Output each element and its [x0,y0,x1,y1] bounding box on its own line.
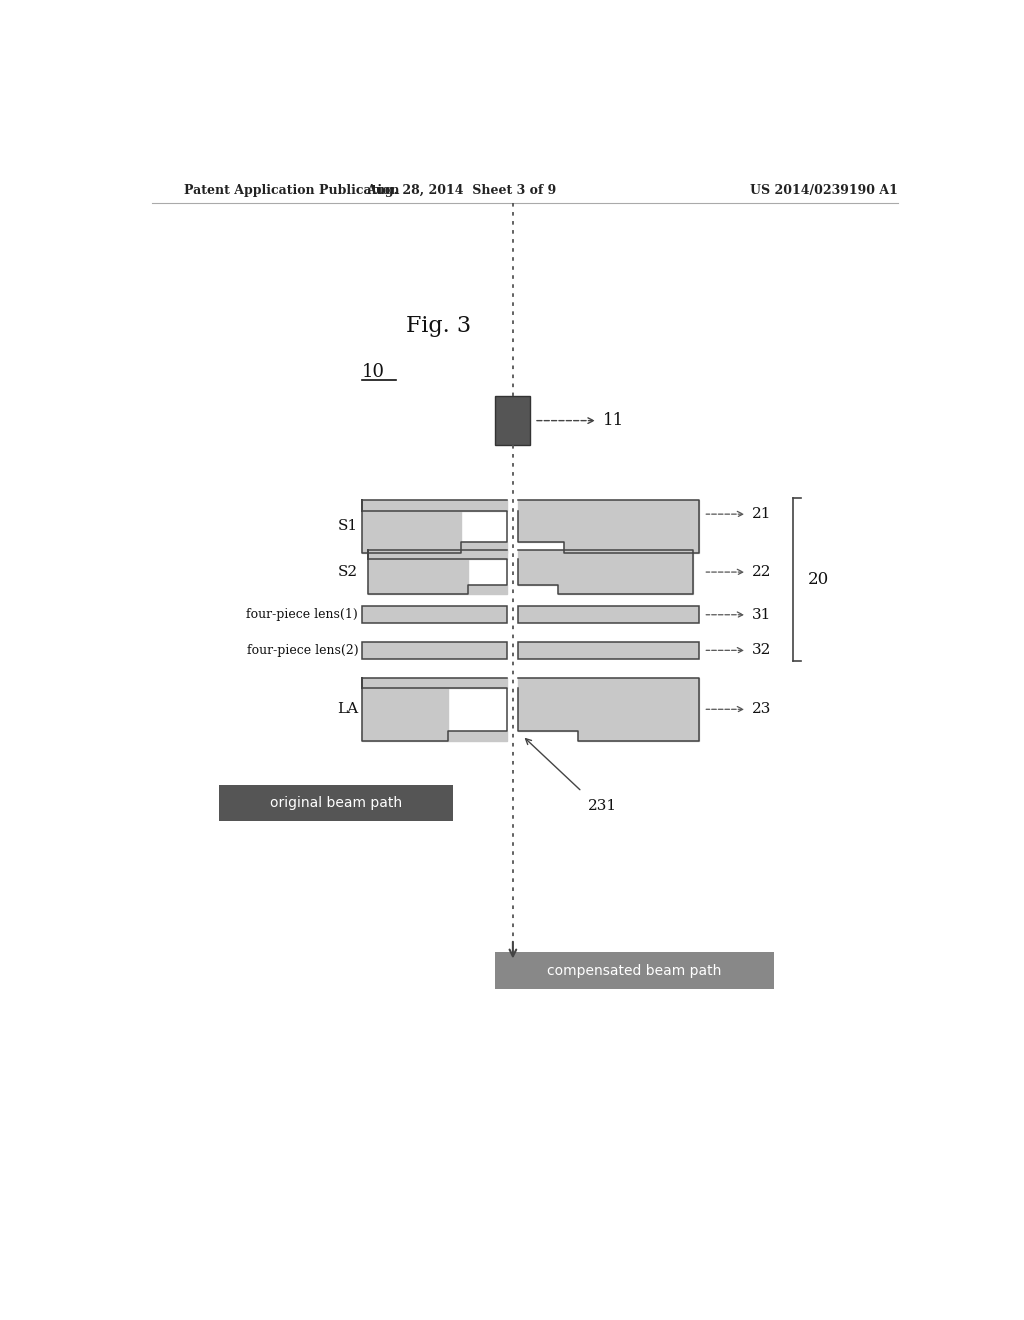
Text: original beam path: original beam path [270,796,402,809]
Text: S2: S2 [338,565,358,579]
Polygon shape [518,549,693,594]
Polygon shape [369,549,507,594]
Bar [362,642,507,659]
Text: LA: LA [337,702,358,717]
Text: 22: 22 [752,565,771,579]
Bar [496,396,530,445]
Text: Fig. 3: Fig. 3 [406,315,471,337]
Text: 23: 23 [752,702,771,717]
Text: US 2014/0239190 A1: US 2014/0239190 A1 [750,185,898,198]
Text: 31: 31 [752,607,771,622]
Polygon shape [362,541,507,553]
Text: four-piece lens(2): four-piece lens(2) [247,644,358,657]
Bar [518,606,699,623]
Text: 20: 20 [807,570,828,587]
Bar [219,784,454,821]
Polygon shape [362,731,507,741]
Text: S1: S1 [338,519,358,533]
Bar [495,952,774,989]
Text: 231: 231 [588,799,616,813]
Text: Aug. 28, 2014  Sheet 3 of 9: Aug. 28, 2014 Sheet 3 of 9 [367,185,556,198]
Text: 10: 10 [362,363,385,381]
Bar [362,606,507,623]
Text: Patent Application Publication: Patent Application Publication [183,185,399,198]
Text: 21: 21 [752,507,771,521]
Polygon shape [518,500,699,553]
Polygon shape [518,677,699,741]
Text: 32: 32 [752,643,771,657]
Polygon shape [362,677,507,741]
Polygon shape [362,500,507,553]
Text: compensated beam path: compensated beam path [547,964,722,978]
Bar [518,642,699,659]
Text: 11: 11 [603,412,625,429]
Text: four-piece lens(1): four-piece lens(1) [247,609,358,622]
Polygon shape [369,585,507,594]
